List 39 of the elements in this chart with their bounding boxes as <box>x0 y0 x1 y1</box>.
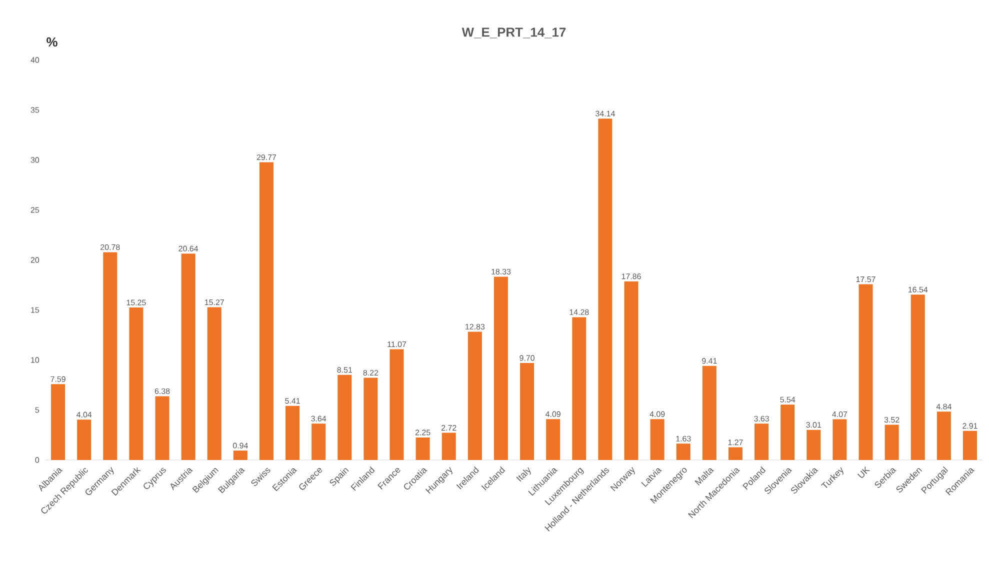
bar <box>312 424 326 460</box>
bar <box>676 444 690 460</box>
bar <box>416 437 430 460</box>
bar <box>338 374 352 460</box>
bar <box>806 430 821 460</box>
bar <box>103 252 118 460</box>
bar <box>259 162 274 460</box>
bar <box>364 378 378 460</box>
bar <box>468 332 482 460</box>
bar <box>728 447 742 460</box>
bar <box>494 276 508 460</box>
bar <box>962 430 977 460</box>
bar <box>207 307 222 460</box>
bar <box>155 396 170 460</box>
bar <box>286 406 300 460</box>
bar <box>624 281 638 460</box>
bar <box>51 384 66 460</box>
bar <box>832 419 847 460</box>
bar <box>780 404 795 460</box>
bar <box>910 294 925 460</box>
bar <box>181 254 196 460</box>
bar <box>129 307 144 460</box>
bar <box>442 432 456 460</box>
bar <box>520 362 534 460</box>
bar <box>884 424 899 460</box>
bar <box>390 349 404 460</box>
y-axis-title: % <box>46 37 58 47</box>
bar <box>572 317 586 460</box>
bar <box>598 118 612 460</box>
bar <box>546 419 560 460</box>
bar <box>702 366 716 460</box>
bar <box>858 284 873 460</box>
bar <box>650 419 664 460</box>
bar <box>754 424 769 460</box>
bar <box>936 412 951 460</box>
bar <box>77 420 92 460</box>
chart-title: W_E_PRT_14_17 <box>462 28 566 38</box>
x-tick-label: UK <box>857 466 870 478</box>
bar <box>233 450 248 460</box>
